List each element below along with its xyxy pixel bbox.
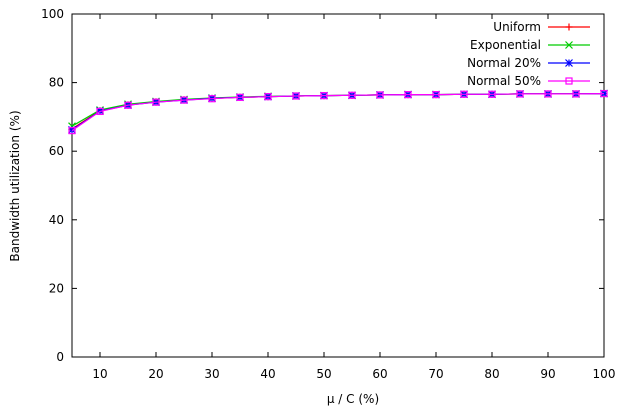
legend-label: Normal 50% bbox=[467, 74, 541, 88]
data-point bbox=[348, 91, 356, 99]
legend-label: Exponential bbox=[470, 38, 541, 52]
y-tick-label: 60 bbox=[49, 144, 64, 158]
series-line-1 bbox=[71, 93, 605, 130]
x-tick-label: 100 bbox=[593, 367, 616, 381]
x-tick-label: 30 bbox=[204, 367, 219, 381]
data-point bbox=[292, 92, 300, 100]
x-tick-label: 20 bbox=[148, 367, 163, 381]
data-point bbox=[208, 95, 216, 103]
data-point bbox=[600, 89, 608, 98]
data-point bbox=[572, 90, 580, 98]
plot-frame bbox=[71, 13, 605, 358]
legend-label: Normal 20% bbox=[467, 56, 541, 70]
legend-marker bbox=[565, 77, 573, 85]
x-tick-label: 40 bbox=[260, 367, 275, 381]
data-point bbox=[544, 90, 552, 98]
series-group bbox=[68, 89, 608, 135]
x-tick-label: 10 bbox=[92, 367, 107, 381]
data-point bbox=[488, 90, 496, 98]
data-point bbox=[96, 107, 104, 116]
data-point bbox=[460, 90, 468, 98]
x-tick-label: 70 bbox=[428, 367, 443, 381]
data-point bbox=[404, 91, 412, 99]
series-line-2 bbox=[71, 93, 605, 127]
x-axis-label: μ / C (%) bbox=[327, 392, 379, 406]
series-line-3 bbox=[71, 93, 605, 131]
data-point bbox=[432, 91, 440, 99]
data-point bbox=[264, 93, 272, 101]
legend-marker bbox=[565, 41, 573, 49]
y-tick-label: 20 bbox=[49, 281, 64, 295]
x-tick-label: 90 bbox=[540, 367, 555, 381]
data-point bbox=[124, 101, 132, 109]
y-tick-label: 0 bbox=[56, 350, 64, 364]
x-tick-label: 50 bbox=[316, 367, 331, 381]
series-line-4 bbox=[71, 93, 605, 132]
legend: Uniform Exponential Normal 20% Normal 50% bbox=[467, 20, 590, 88]
legend-marker bbox=[565, 23, 573, 31]
data-point bbox=[320, 92, 328, 100]
data-point bbox=[152, 98, 160, 106]
axis-ticks: 0 20 40 60 80 100 10 20 30 40 50 60 70 80 90 100 bbox=[41, 7, 615, 381]
data-point bbox=[236, 93, 244, 101]
x-tick-label: 80 bbox=[484, 367, 499, 381]
x-tick-label: 60 bbox=[372, 367, 387, 381]
legend-marker bbox=[565, 59, 573, 67]
data-point bbox=[68, 127, 76, 135]
data-point bbox=[376, 91, 384, 99]
legend-label: Uniform bbox=[493, 20, 541, 34]
data-point bbox=[516, 90, 524, 98]
y-tick-label: 100 bbox=[41, 7, 64, 21]
y-tick-label: 40 bbox=[49, 213, 64, 227]
y-tick-label: 80 bbox=[49, 76, 64, 90]
data-point bbox=[180, 96, 188, 104]
y-axis-label: Bandwidth utilization (%) bbox=[8, 110, 22, 261]
